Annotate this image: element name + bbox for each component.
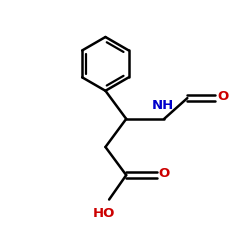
Text: HO: HO [93,208,116,220]
Text: O: O [158,168,170,180]
Text: NH: NH [152,99,174,112]
Text: O: O [217,90,228,104]
